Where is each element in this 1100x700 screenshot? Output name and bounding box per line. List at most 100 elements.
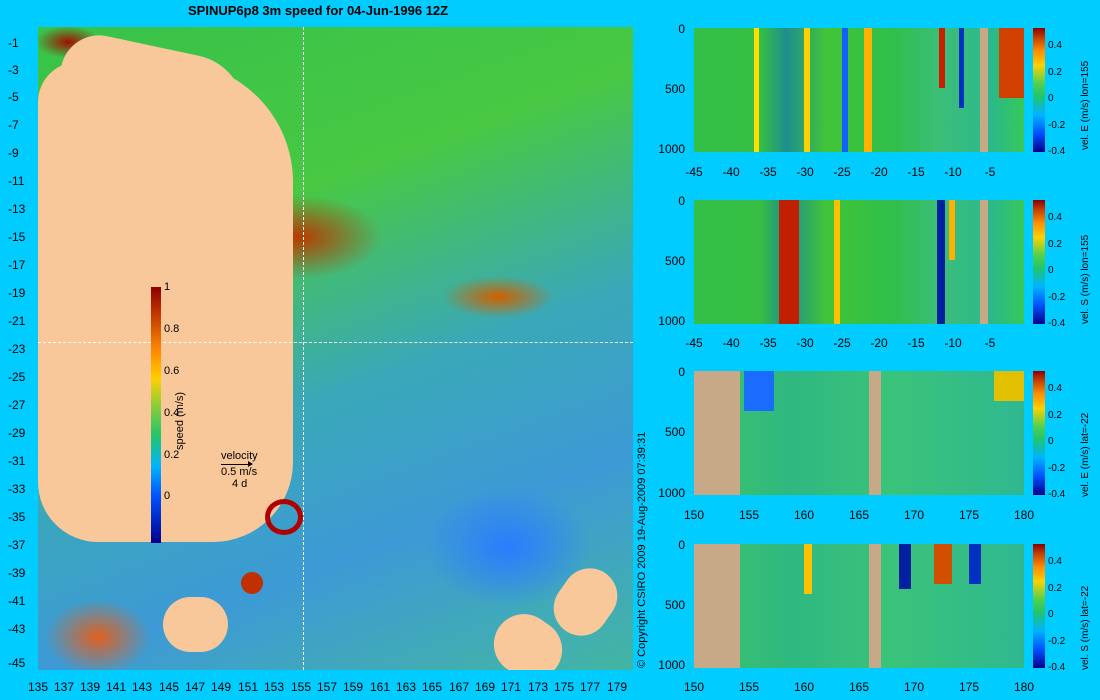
panel-colorbar-tick: 0 (1048, 93, 1054, 104)
panel-colorbar-tick: -0.2 (1048, 292, 1066, 303)
lat-section-tick: -20 (870, 336, 888, 350)
panel-colorbar-tick: -0.4 (1048, 662, 1066, 673)
lon-section-tick: 180 (1013, 508, 1035, 522)
lon-section-tick: 160 (793, 508, 815, 522)
section-panel-2 (694, 200, 1024, 324)
depth-tick: 0 (678, 194, 685, 208)
lon-section-tick: 160 (793, 680, 815, 694)
lat-section-tick: -45 (685, 165, 703, 179)
lat-tick: -9 (8, 146, 19, 160)
colorbar-label: speed (m/s) (174, 391, 186, 450)
velocity-key-arrow (221, 461, 253, 467)
panel-colorbar-tick: 0.4 (1048, 212, 1062, 223)
lon-section-tick: 170 (903, 508, 925, 522)
speed-map (38, 27, 633, 670)
lon-section-tick: 175 (958, 508, 980, 522)
lon-tick: 149 (210, 680, 232, 694)
panel-4-colorbar (1033, 544, 1045, 668)
lat-section-tick: -35 (759, 165, 777, 179)
lon-section-tick: 150 (683, 680, 705, 694)
lon-tick: 139 (79, 680, 101, 694)
lat-tick: -3 (8, 63, 19, 77)
lat-tick: -33 (8, 482, 26, 496)
lat-section-tick: -30 (796, 336, 814, 350)
lon-section-tick: 180 (1013, 680, 1035, 694)
lat-tick: -27 (8, 398, 26, 412)
lat-tick: -31 (8, 454, 26, 468)
lat-section-tick: -5 (984, 336, 996, 350)
panel-colorbar-tick: -0.2 (1048, 636, 1066, 647)
lon-tick: 175 (553, 680, 575, 694)
depth-tick: 0 (678, 365, 685, 379)
colorbar-tick: 0 (164, 490, 171, 502)
land-tasmania (163, 597, 228, 652)
lat-section-tick: -20 (870, 165, 888, 179)
lat-section-tick: -40 (722, 165, 740, 179)
panel-1-colorbar (1033, 28, 1045, 152)
lat-tick: -13 (8, 202, 26, 216)
lat-tick: -1 (8, 36, 19, 50)
land-cape-york (128, 177, 188, 287)
lon-section-tick: 170 (903, 680, 925, 694)
depth-tick: 1000 (658, 142, 685, 156)
panel-colorbar-tick: -0.2 (1048, 120, 1066, 131)
colorbar-tick: 0.8 (164, 323, 180, 335)
lat-section-tick: -40 (722, 336, 740, 350)
velocity-key-speed: 0.5 m/s (221, 466, 258, 478)
panel-colorbar-tick: 0 (1048, 265, 1054, 276)
panel-colorbar-tick: -0.2 (1048, 463, 1066, 474)
eddy-ring (265, 499, 303, 535)
section-panel-4 (694, 544, 1024, 668)
panel-colorbar-tick: 0 (1048, 436, 1054, 447)
lon-tick: 135 (27, 680, 49, 694)
lon-tick: 169 (474, 680, 496, 694)
lon-tick: 173 (527, 680, 549, 694)
panel-colorbar-tick: 0.4 (1048, 383, 1062, 394)
lat-tick: -7 (8, 118, 19, 132)
panel-colorbar-tick: 0.2 (1048, 583, 1062, 594)
colorbar-tick: 0.4 (164, 407, 180, 419)
lon-tick: 143 (131, 680, 153, 694)
lon-tick: 157 (316, 680, 338, 694)
lat-section-tick: -30 (796, 165, 814, 179)
depth-tick: 500 (664, 598, 685, 612)
colorbar-tick: 0.2 (164, 449, 180, 461)
lon-tick: 171 (500, 680, 522, 694)
panel-2-label: vel. S (m/s) lon=155 (1080, 234, 1091, 324)
eddy-ring-south (241, 572, 263, 594)
depth-tick: 1000 (658, 314, 685, 328)
panel-3-colorbar (1033, 371, 1045, 495)
depth-tick: 1000 (658, 486, 685, 500)
panel-1-label: vel. E (m/s) lon=155 (1080, 60, 1091, 150)
lat-tick: -39 (8, 566, 26, 580)
panel-colorbar-tick: -0.4 (1048, 146, 1066, 157)
lon-tick: 137 (53, 680, 75, 694)
colorbar-tick: 1 (164, 281, 171, 293)
lon-section-tick: 165 (848, 508, 870, 522)
depth-tick: 0 (678, 538, 685, 552)
lat-tick: -15 (8, 230, 26, 244)
lon-tick: 159 (342, 680, 364, 694)
lon-155-line (303, 27, 304, 670)
depth-tick: 500 (664, 425, 685, 439)
lon-tick: 155 (290, 680, 312, 694)
lat-tick: -29 (8, 426, 26, 440)
lon-tick: 177 (579, 680, 601, 694)
lat-section-tick: -10 (944, 336, 962, 350)
lat-section-tick: -10 (944, 165, 962, 179)
panel-3-label: vel. E (m/s) lat=-22 (1080, 412, 1091, 497)
lat-tick: -23 (8, 342, 26, 356)
panel-colorbar-tick: 0.4 (1048, 556, 1062, 567)
panel-colorbar-tick: 0.2 (1048, 67, 1062, 78)
lon-tick: 179 (606, 680, 628, 694)
figure-title: SPINUP6p8 3m speed for 04-Jun-1996 12Z (188, 3, 449, 18)
lat-tick: -37 (8, 538, 26, 552)
lon-tick: 147 (184, 680, 206, 694)
panel-4-label: vel. S (m/s) lat=-22 (1080, 585, 1091, 670)
depth-tick: 500 (664, 254, 685, 268)
lat-22-line (38, 342, 633, 343)
depth-tick: 0 (678, 22, 685, 36)
lon-section-tick: 150 (683, 508, 705, 522)
lon-tick: 167 (448, 680, 470, 694)
lat-tick: -43 (8, 622, 26, 636)
